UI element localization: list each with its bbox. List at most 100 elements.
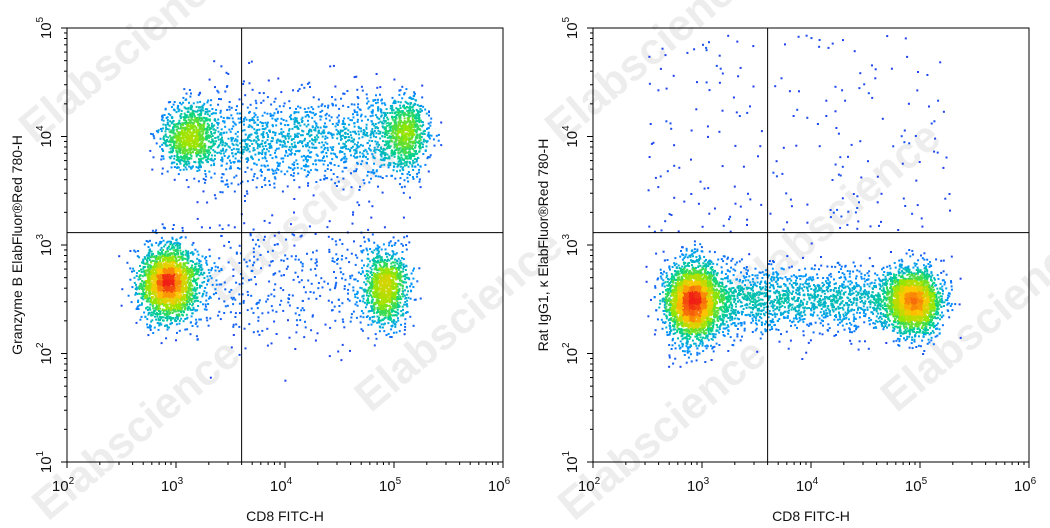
event-dot	[177, 269, 180, 272]
event-dot	[163, 266, 166, 269]
event-dot	[166, 298, 169, 301]
event-dot	[386, 276, 389, 279]
event-dot	[171, 151, 174, 154]
event-dot	[150, 301, 153, 304]
event-dot	[409, 315, 412, 318]
event-dot	[162, 304, 165, 307]
event-dot	[381, 318, 384, 321]
event-dot	[158, 257, 161, 260]
event-dot	[159, 252, 162, 255]
event-dot	[153, 137, 156, 140]
event-dot	[155, 304, 158, 307]
event-dot	[394, 271, 397, 274]
event-dot	[186, 266, 188, 269]
event-dot	[159, 284, 162, 287]
event-dot	[176, 247, 179, 250]
event-dot	[371, 109, 374, 112]
event-dot	[373, 281, 375, 283]
event-dot	[374, 285, 377, 288]
event-dot	[138, 288, 141, 290]
event-dot	[193, 278, 196, 281]
event-dot	[172, 149, 174, 152]
event-dot	[182, 147, 185, 150]
event-dot	[193, 269, 196, 272]
event-dot	[201, 295, 204, 298]
event-dot	[162, 268, 165, 271]
event-dot	[164, 243, 167, 246]
event-dot	[201, 145, 204, 148]
event-dot	[204, 169, 207, 172]
event-dot	[188, 89, 191, 91]
event-dot	[180, 140, 183, 143]
event-dot	[371, 316, 374, 319]
event-dot	[362, 297, 365, 300]
event-dot	[367, 228, 370, 231]
event-dot	[396, 260, 399, 263]
event-dot	[400, 161, 403, 164]
event-dot	[141, 275, 144, 278]
event-dot	[380, 303, 383, 305]
event-dot	[374, 273, 377, 276]
event-dot	[166, 279, 169, 282]
event-dot	[396, 298, 399, 301]
event-dot	[164, 286, 167, 289]
event-dot	[407, 134, 410, 137]
event-dot	[403, 281, 406, 284]
event-dot	[418, 119, 421, 122]
event-dot	[384, 129, 387, 132]
event-dot	[170, 319, 172, 322]
event-dot	[399, 262, 401, 265]
event-dot	[397, 317, 399, 320]
event-dot	[177, 299, 180, 302]
event-dot	[165, 268, 167, 271]
event-dot	[183, 287, 186, 290]
event-dot	[199, 266, 202, 269]
event-dot	[383, 300, 386, 303]
event-dot	[177, 242, 180, 245]
event-dot	[376, 271, 379, 274]
event-dot	[180, 125, 183, 128]
event-dot	[158, 275, 161, 278]
event-dot	[150, 255, 153, 258]
event-dot	[149, 308, 152, 311]
event-dot	[383, 115, 386, 117]
event-dot	[162, 316, 165, 319]
event-dot	[163, 114, 166, 116]
event-dot	[142, 281, 145, 284]
event-dot	[171, 228, 174, 230]
event-dot	[162, 123, 165, 126]
event-dot	[177, 307, 180, 309]
event-dot	[155, 255, 158, 257]
event-dot	[129, 278, 132, 281]
event-dot	[406, 305, 409, 308]
event-dot	[138, 270, 141, 272]
event-dot	[182, 140, 185, 143]
event-dot	[188, 276, 191, 279]
event-dot	[190, 148, 193, 151]
event-dot	[169, 147, 172, 150]
event-dot	[163, 282, 166, 285]
event-dot	[171, 258, 174, 261]
event-dot	[141, 261, 144, 264]
event-dot	[194, 148, 197, 151]
event-dot	[354, 293, 356, 296]
event-dot	[135, 272, 138, 275]
event-dot	[157, 255, 160, 258]
event-dot	[159, 137, 162, 140]
event-dot	[174, 250, 177, 252]
event-dot	[383, 307, 386, 310]
event-dot	[182, 263, 185, 265]
event-dot	[161, 291, 163, 294]
event-dot	[148, 284, 151, 287]
event-dot	[396, 146, 398, 149]
event-dot	[180, 289, 183, 292]
event-dot	[168, 313, 171, 316]
event-dot	[177, 150, 180, 153]
event-dot	[190, 266, 193, 269]
event-dot	[369, 310, 372, 312]
event-dot	[188, 142, 191, 145]
event-dot	[429, 154, 432, 157]
event-dot	[178, 148, 181, 151]
event-dot	[424, 149, 427, 152]
event-dot	[185, 288, 188, 291]
